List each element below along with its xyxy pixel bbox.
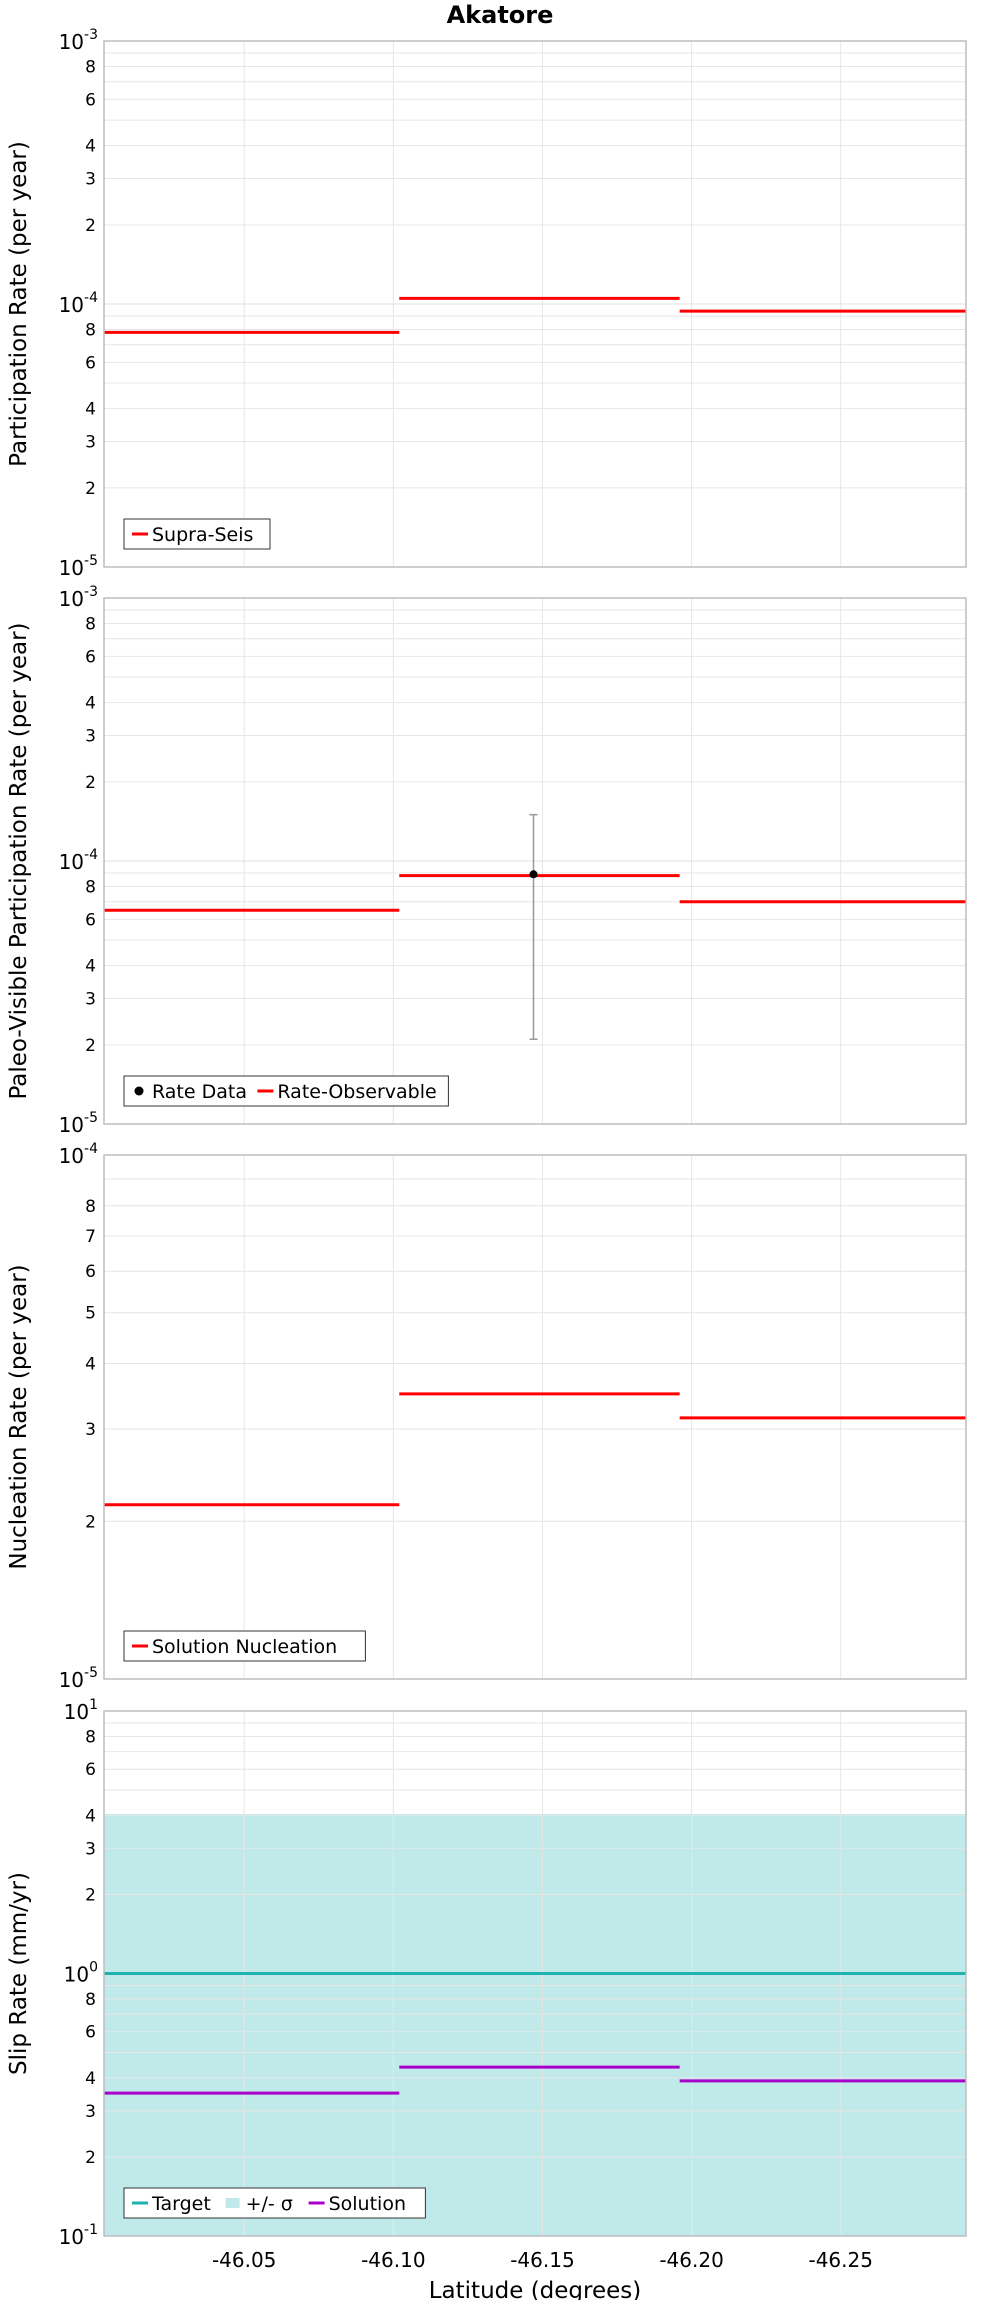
y-axis-label: Nucleation Rate (per year) [6, 1264, 32, 1569]
y-tick-label: 6 [85, 1262, 96, 1282]
y-tick-label: 6 [85, 2023, 96, 2043]
y-tick-label: 6 [85, 90, 96, 110]
y-tick-label: 10-5 [59, 1665, 98, 1692]
y-tick-label: 10-4 [59, 1141, 99, 1168]
sigma-band [104, 1814, 966, 2236]
y-tick-label: 10-4 [59, 847, 99, 874]
y-tick-label: 8 [85, 877, 96, 897]
y-tick-label: 2 [85, 216, 96, 236]
y-tick-label: 10-5 [59, 1110, 98, 1137]
y-tick-label: 2 [85, 2148, 96, 2168]
y-tick-label: 6 [85, 353, 96, 373]
legend-label: Supra-Seis [152, 524, 253, 546]
y-tick-label: 7 [85, 1227, 96, 1247]
rate-data-point [529, 870, 538, 879]
y-tick-label: 6 [85, 1760, 96, 1780]
legend-swatch [225, 2198, 240, 2208]
y-tick-label: 3 [85, 433, 96, 453]
y-tick-label: 8 [85, 1990, 96, 2010]
legend-label: Rate Data [152, 1081, 247, 1103]
y-tick-label: 4 [85, 400, 96, 420]
plot-frame [103, 1710, 967, 2237]
y-tick-label: 4 [85, 2069, 96, 2089]
legend-label: Solution [329, 2193, 406, 2215]
plot-frame [103, 1154, 967, 1680]
y-tick-label: 4 [85, 137, 96, 157]
y-axis-label: Slip Rate (mm/yr) [6, 1872, 32, 2075]
legend-label: +/- σ [246, 2193, 293, 2215]
y-tick-label: 8 [85, 1727, 96, 1747]
y-tick-label: 10-1 [59, 2222, 98, 2249]
y-tick-label: 4 [85, 1355, 96, 1375]
y-tick-label: 8 [85, 1197, 96, 1217]
y-tick-label: 10-3 [59, 27, 98, 54]
x-tick-label: -46.15 [510, 2248, 574, 2272]
y-tick-label: 5 [85, 1304, 96, 1324]
y-tick-label: 2 [85, 1036, 96, 1056]
y-tick-label: 10-5 [59, 553, 98, 580]
plot-frame [103, 597, 967, 1125]
y-tick-label: 4 [85, 957, 96, 977]
legend-box [123, 2187, 426, 2219]
y-tick-label: 3 [85, 727, 96, 747]
y-tick-label: 3 [85, 170, 96, 190]
y-tick-label: 3 [85, 990, 96, 1010]
y-tick-label: 4 [85, 694, 96, 714]
y-tick-label: 10-3 [59, 584, 98, 611]
y-tick-label: 4 [85, 1806, 96, 1826]
x-axis-label: Latitude (degrees) [429, 2278, 642, 2300]
y-axis-label: Paleo-Visible Participation Rate (per ye… [6, 622, 32, 1099]
legend-label: Solution Nucleation [152, 1636, 337, 1658]
legend-box [123, 1630, 366, 1662]
y-tick-label: 10-4 [59, 290, 99, 317]
chart-title: Akatore [446, 1, 554, 29]
y-tick-label: 100 [64, 1960, 98, 1987]
y-tick-label: 3 [85, 2102, 96, 2122]
legend-swatch [134, 1086, 144, 1096]
y-tick-label: 3 [85, 1420, 96, 1440]
y-tick-label: 8 [85, 320, 96, 340]
legend-box [123, 1075, 449, 1107]
x-tick-label: -46.05 [212, 2248, 276, 2272]
x-tick-label: -46.20 [659, 2248, 723, 2272]
y-tick-label: 2 [85, 773, 96, 793]
y-tick-label: 101 [64, 1697, 98, 1724]
y-tick-label: 8 [85, 57, 96, 77]
legend-label: Target [151, 2193, 211, 2215]
y-tick-label: 2 [85, 1885, 96, 1905]
plot-frame [103, 40, 967, 568]
y-tick-label: 6 [85, 647, 96, 667]
legend-label: Rate-Observable [277, 1081, 436, 1103]
y-tick-label: 2 [85, 1512, 96, 1532]
x-tick-label: -46.25 [808, 2248, 872, 2272]
x-tick-label: -46.10 [361, 2248, 425, 2272]
legend-box [123, 518, 271, 550]
y-axis-label: Participation Rate (per year) [6, 141, 32, 467]
y-tick-label: 6 [85, 910, 96, 930]
y-tick-label: 2 [85, 479, 96, 499]
y-tick-label: 8 [85, 614, 96, 634]
y-tick-label: 3 [85, 1839, 96, 1859]
